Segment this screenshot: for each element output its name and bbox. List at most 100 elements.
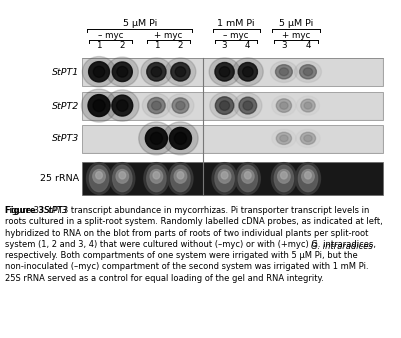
Ellipse shape xyxy=(245,172,251,179)
Ellipse shape xyxy=(272,95,296,116)
Ellipse shape xyxy=(300,132,316,144)
Ellipse shape xyxy=(303,68,313,76)
Ellipse shape xyxy=(141,58,172,86)
Ellipse shape xyxy=(210,92,239,119)
Ellipse shape xyxy=(89,62,109,82)
Ellipse shape xyxy=(170,127,192,149)
Ellipse shape xyxy=(163,122,198,155)
Ellipse shape xyxy=(221,172,228,179)
Ellipse shape xyxy=(274,165,294,192)
Text: StPT3: StPT3 xyxy=(44,206,68,215)
Ellipse shape xyxy=(175,67,186,77)
Ellipse shape xyxy=(296,129,320,147)
Ellipse shape xyxy=(117,66,128,77)
Ellipse shape xyxy=(174,132,186,144)
Ellipse shape xyxy=(81,89,117,122)
Ellipse shape xyxy=(234,93,262,118)
Ellipse shape xyxy=(215,97,234,114)
Ellipse shape xyxy=(241,169,254,183)
Ellipse shape xyxy=(88,95,110,117)
Ellipse shape xyxy=(106,57,138,87)
Ellipse shape xyxy=(89,165,109,192)
Ellipse shape xyxy=(215,63,234,81)
Ellipse shape xyxy=(296,96,320,115)
Ellipse shape xyxy=(110,163,135,194)
Text: + myc: + myc xyxy=(154,31,182,40)
Ellipse shape xyxy=(171,165,190,192)
Ellipse shape xyxy=(93,99,105,112)
Text: StPT2: StPT2 xyxy=(52,102,79,111)
Text: StPT1: StPT1 xyxy=(52,68,79,77)
Text: Figure 3: Figure 3 xyxy=(5,206,44,215)
Ellipse shape xyxy=(142,93,170,118)
Ellipse shape xyxy=(294,61,322,82)
Ellipse shape xyxy=(296,163,320,194)
Ellipse shape xyxy=(176,101,185,110)
Ellipse shape xyxy=(165,58,196,86)
Ellipse shape xyxy=(93,66,105,77)
Text: 5 μM Pi: 5 μM Pi xyxy=(279,19,313,28)
Ellipse shape xyxy=(117,100,128,111)
Ellipse shape xyxy=(280,135,288,142)
Ellipse shape xyxy=(235,163,260,194)
Text: Figure 3  StPT3 transcript abundance in mycorrhizas. Pi transporter transcript l: Figure 3 StPT3 transcript abundance in m… xyxy=(5,206,383,283)
Ellipse shape xyxy=(87,163,111,194)
Text: 3: 3 xyxy=(222,41,227,50)
Ellipse shape xyxy=(152,101,161,110)
Ellipse shape xyxy=(147,63,166,81)
Ellipse shape xyxy=(275,65,292,79)
Bar xyxy=(82,92,383,120)
Ellipse shape xyxy=(93,169,105,183)
Ellipse shape xyxy=(144,163,169,194)
Text: 1 mM Pi: 1 mM Pi xyxy=(217,19,255,28)
Text: StPT3: StPT3 xyxy=(52,135,79,143)
Ellipse shape xyxy=(209,58,240,86)
Ellipse shape xyxy=(82,56,116,87)
Ellipse shape xyxy=(112,62,132,81)
Ellipse shape xyxy=(270,61,298,82)
Ellipse shape xyxy=(280,102,288,109)
Ellipse shape xyxy=(276,132,292,144)
Ellipse shape xyxy=(272,129,296,147)
Ellipse shape xyxy=(148,97,165,114)
Text: – myc: – myc xyxy=(98,31,124,40)
Ellipse shape xyxy=(276,99,292,112)
Ellipse shape xyxy=(304,102,312,109)
Ellipse shape xyxy=(146,127,168,149)
Text: 5 μM Pi: 5 μM Pi xyxy=(123,19,157,28)
Bar xyxy=(83,93,382,119)
Text: 4: 4 xyxy=(305,41,311,50)
Bar xyxy=(83,59,382,86)
Ellipse shape xyxy=(243,67,253,77)
Ellipse shape xyxy=(238,63,257,81)
Ellipse shape xyxy=(277,169,290,183)
Text: – myc: – myc xyxy=(223,31,249,40)
Ellipse shape xyxy=(153,172,160,179)
Ellipse shape xyxy=(212,163,237,194)
Ellipse shape xyxy=(150,132,162,144)
Ellipse shape xyxy=(150,169,163,183)
Ellipse shape xyxy=(300,65,316,79)
Ellipse shape xyxy=(301,99,315,112)
Ellipse shape xyxy=(171,63,190,81)
Ellipse shape xyxy=(174,169,187,183)
Ellipse shape xyxy=(219,101,230,111)
Bar xyxy=(82,125,383,153)
Ellipse shape xyxy=(215,165,234,192)
Text: 1: 1 xyxy=(96,41,102,50)
Ellipse shape xyxy=(172,98,189,113)
Ellipse shape xyxy=(281,172,287,179)
Bar xyxy=(82,162,383,195)
Text: 3: 3 xyxy=(281,41,287,50)
Ellipse shape xyxy=(271,163,296,194)
Ellipse shape xyxy=(105,90,139,121)
Bar xyxy=(83,126,382,152)
Ellipse shape xyxy=(147,165,166,192)
Ellipse shape xyxy=(238,165,257,192)
Ellipse shape xyxy=(96,172,102,179)
Ellipse shape xyxy=(239,97,257,114)
Ellipse shape xyxy=(168,163,193,194)
Ellipse shape xyxy=(233,58,263,86)
Text: 4: 4 xyxy=(245,41,251,50)
Ellipse shape xyxy=(305,172,311,179)
